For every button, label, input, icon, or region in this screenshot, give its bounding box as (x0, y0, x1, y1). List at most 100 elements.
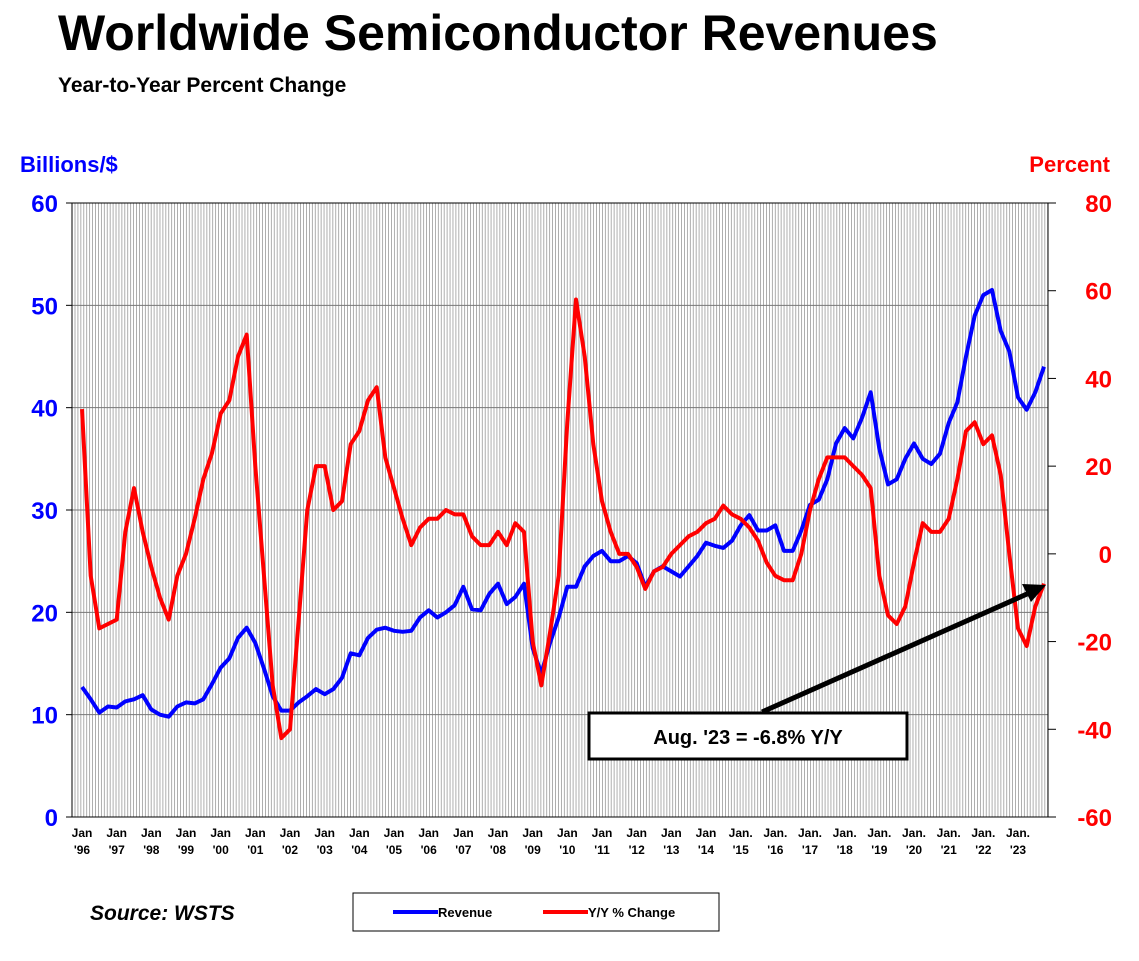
x-tick-label: Jan '02 (280, 826, 301, 857)
y2-tick-label: 20 (1085, 454, 1112, 481)
series-line (80, 288, 1046, 719)
x-tick-label: Jan '07 (453, 826, 474, 857)
x-tick-label-line: '01 (247, 843, 264, 857)
x-tick-label: Jan. '21 (937, 826, 961, 857)
x-tick-label: Jan '08 (488, 826, 509, 857)
x-tick-label: Jan '06 (418, 826, 439, 857)
y2-tick-label: -40 (1077, 717, 1112, 744)
x-tick-label-line: Jan (522, 826, 543, 840)
x-tick-label-line: '96 (74, 843, 91, 857)
y2-tick-label: 40 (1085, 366, 1112, 393)
x-tick-label: Jan '04 (349, 826, 370, 857)
y-axis-label: Billions/$ (20, 152, 118, 177)
x-tick-label-line: Jan (557, 826, 578, 840)
annotation-arrow (760, 587, 1038, 715)
x-tick-label-line: Jan. (1006, 826, 1030, 840)
x-tick-label-line: '97 (109, 843, 126, 857)
x-tick-label-line: '10 (559, 843, 576, 857)
x-tick-label-line: Jan (210, 826, 231, 840)
x-tick-label: Jan. '23 (1006, 826, 1030, 857)
x-tick-label-line: '22 (975, 843, 992, 857)
x-tick-label-line: Jan (349, 826, 370, 840)
x-tick-label: Jan '09 (522, 826, 543, 857)
x-tick-label: Jan '01 (245, 826, 266, 857)
x-tick-label-line: '12 (629, 843, 646, 857)
annotation-box (587, 711, 909, 761)
x-tick-label: Jan '05 (384, 826, 405, 857)
y-tick-label: 30 (31, 498, 58, 525)
x-tick-label-line: '07 (455, 843, 472, 857)
y-tick-label: 20 (31, 600, 58, 627)
x-tick-label-line: Jan. (729, 826, 753, 840)
x-tick-label: Jan. '22 (971, 826, 995, 857)
x-tick-label-line: Jan. (798, 826, 822, 840)
x-tick-label-line: Jan. (833, 826, 857, 840)
x-tick-label: Jan '96 (72, 826, 93, 857)
x-tick-label-line: '20 (906, 843, 923, 857)
x-tick-label-line: Jan (453, 826, 474, 840)
x-tick-label-line: Jan. (937, 826, 961, 840)
legend-items: Revenue Y/Y % Change (393, 905, 675, 920)
x-tick-label-line: '04 (351, 843, 368, 857)
legend-label: Y/Y % Change (588, 905, 675, 920)
x-tick-label-line: Jan (314, 826, 335, 840)
x-tick-label-line: Jan (384, 826, 405, 840)
y2-tick-label: 80 (1085, 191, 1112, 218)
x-tick-label-line: '17 (802, 843, 819, 857)
annotation-arrowhead (1022, 584, 1046, 602)
x-tick-label-line: Jan (592, 826, 613, 840)
x-tick-label: Jan. '15 (729, 826, 753, 857)
x-tick-label-line: '21 (941, 843, 958, 857)
x-tick-label-line: '98 (143, 843, 160, 857)
x-tick-label: Jan '10 (557, 826, 578, 857)
x-tick-label: Jan '03 (314, 826, 335, 857)
x-tick-label-line: Jan (141, 826, 162, 840)
x-tick-label: Jan '14 (696, 826, 717, 857)
x-tick-label-line: '09 (525, 843, 542, 857)
chart-title: Worldwide Semiconductor Revenues (58, 5, 938, 61)
x-tick-label-line: '13 (663, 843, 680, 857)
y2-tick-label: -20 (1077, 630, 1112, 657)
x-tick-label: Jan '97 (106, 826, 127, 857)
x-tick-label: Jan. '20 (902, 826, 926, 857)
x-tick-label-line: '05 (386, 843, 403, 857)
x-tick-label-line: Jan. (867, 826, 891, 840)
x-tick-label-line: Jan (72, 826, 93, 840)
y-tick-label: 50 (31, 293, 58, 320)
x-tick-label-line: '00 (213, 843, 230, 857)
x-tick-label-line: Jan (418, 826, 439, 840)
legend-label: Revenue (438, 905, 492, 920)
x-tick-label: Jan '13 (661, 826, 682, 857)
x-tick-label: Jan. '16 (763, 826, 787, 857)
annotation-text: Aug. '23 = -6.8% Y/Y (653, 727, 843, 749)
x-tick-label-line: Jan (245, 826, 266, 840)
x-tick-label: Jan '12 (626, 826, 647, 857)
x-tick-label-line: Jan. (763, 826, 787, 840)
y-tick-label: 0 (45, 805, 58, 832)
x-tick-label-line: '16 (767, 843, 784, 857)
x-tick-label: Jan. '18 (833, 826, 857, 857)
source: Source: WSTS (90, 902, 235, 925)
x-tick-label: Jan. '17 (798, 826, 822, 857)
x-tick-label-line: '11 (594, 843, 610, 857)
x-tick-label: Jan '99 (176, 826, 197, 857)
x-tick-label-line: '03 (317, 843, 334, 857)
x-tick-label-line: Jan (661, 826, 682, 840)
x-tick-label-line: '02 (282, 843, 299, 857)
x-tick-label-line: Jan. (902, 826, 926, 840)
x-tick-label-line: '14 (698, 843, 715, 857)
x-tick-label-line: Jan (488, 826, 509, 840)
y-tick-label: 40 (31, 396, 58, 423)
y2-tick-label: 0 (1099, 542, 1112, 569)
y2-tick-label: 60 (1085, 279, 1112, 306)
series-line (80, 297, 1046, 741)
chart-subtitle: Year-to-Year Percent Change (58, 74, 346, 97)
x-tick-label: Jan '00 (210, 826, 231, 857)
x-tick-label-line: '15 (733, 843, 750, 857)
x-tick-label-line: Jan (626, 826, 647, 840)
x-tick-label-line: Jan (106, 826, 127, 840)
x-tick-label-line: Jan. (971, 826, 995, 840)
y-tick-label: 60 (31, 191, 58, 218)
y2-tick-label: -60 (1077, 805, 1112, 832)
